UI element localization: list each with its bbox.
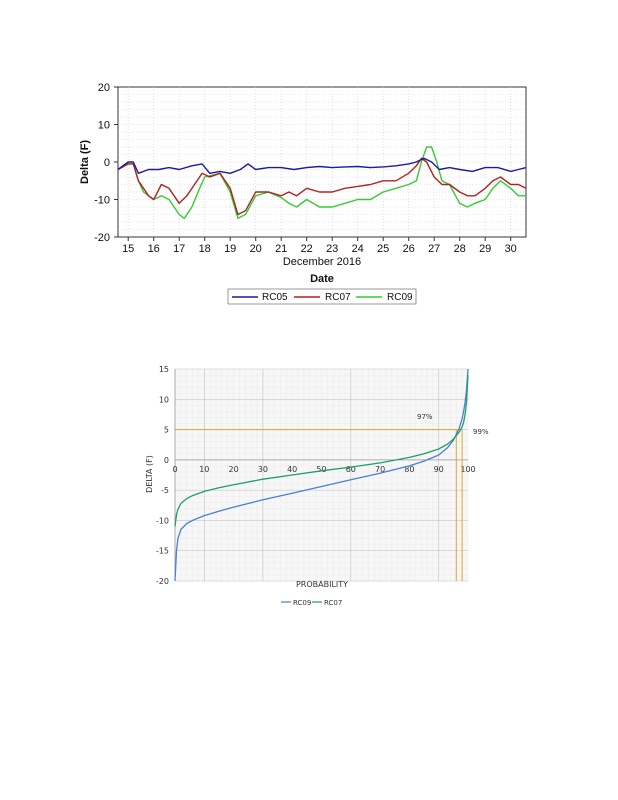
chart1-legend (227, 288, 417, 305)
chart2-xtick-label: 80 (404, 465, 414, 474)
chart1-xtick-label: 24 (352, 243, 364, 255)
chart1-xtick-label: 15 (122, 243, 134, 255)
chart1-xtick-label: 20 (250, 243, 262, 255)
chart1-xtick-label: 22 (301, 243, 313, 255)
chart2-ytick-label: -10 (156, 516, 169, 525)
chart1-xtick-label: 29 (479, 243, 491, 255)
chart2-ytick-label: -20 (156, 577, 169, 586)
series-line-rc07 (117, 157, 527, 216)
chart1-xtick-label: 25 (377, 243, 389, 255)
chart1-xtick-label: 21 (275, 243, 287, 255)
chart2-xtick-label: 60 (346, 465, 356, 474)
chart1-xtick-label: 19 (224, 243, 236, 255)
chart1-xtick-label: 23 (326, 243, 338, 255)
chart2-ytick-label: 15 (159, 365, 169, 374)
chart2-xtick-label: 70 (375, 465, 385, 474)
prob-curve-rc07 (174, 375, 469, 527)
prob-curve-rc09 (174, 368, 469, 582)
chart1-ytick-label: -10 (94, 195, 110, 207)
chart2-xtick-label: 100 (460, 465, 475, 474)
delta-timeseries-chart: 20 10 0 -10 -20 15 16 17 18 19 20 21 22 23 24 25 26 27 28 2… (94, 82, 527, 305)
chart2-xtick-label: 20 (229, 465, 239, 474)
chart2-ytick-label: 5 (164, 426, 169, 435)
chart2-xtick-label: 0 (172, 465, 177, 474)
chart1-ytick-label: -20 (94, 232, 110, 244)
chart2-xtick-label: 10 (199, 465, 209, 474)
series-line-rc05 (117, 157, 527, 175)
chart1-ytick-label: 0 (104, 157, 110, 169)
chart1-xtick-label: 17 (173, 243, 185, 255)
chart1-xtick-label: 30 (505, 243, 517, 255)
chart2-xtick-label: 40 (287, 465, 297, 474)
chart2-ytick-label: 0 (164, 456, 169, 465)
chart2-ytick-label: -5 (161, 486, 169, 495)
chart2-xtick-label: 90 (434, 465, 444, 474)
chart1-ytick-label: 10 (98, 120, 110, 132)
chart2-ytick-label: 10 (159, 395, 169, 404)
chart1-ytick-label: 20 (98, 82, 110, 94)
chart1-xtick-label: 26 (403, 243, 415, 255)
chart1-xtick-label: 28 (454, 243, 466, 255)
series-line-rc09 (117, 146, 526, 220)
chart1-xtick-label: 27 (428, 243, 440, 255)
chart1-xtick-label: 18 (199, 243, 211, 255)
chart2-xtick-label: 30 (258, 465, 268, 474)
chart1-xtick-label: 16 (148, 243, 160, 255)
chart2-ytick-label: -15 (156, 547, 169, 556)
chart2-xtick-label: 50 (316, 465, 326, 474)
